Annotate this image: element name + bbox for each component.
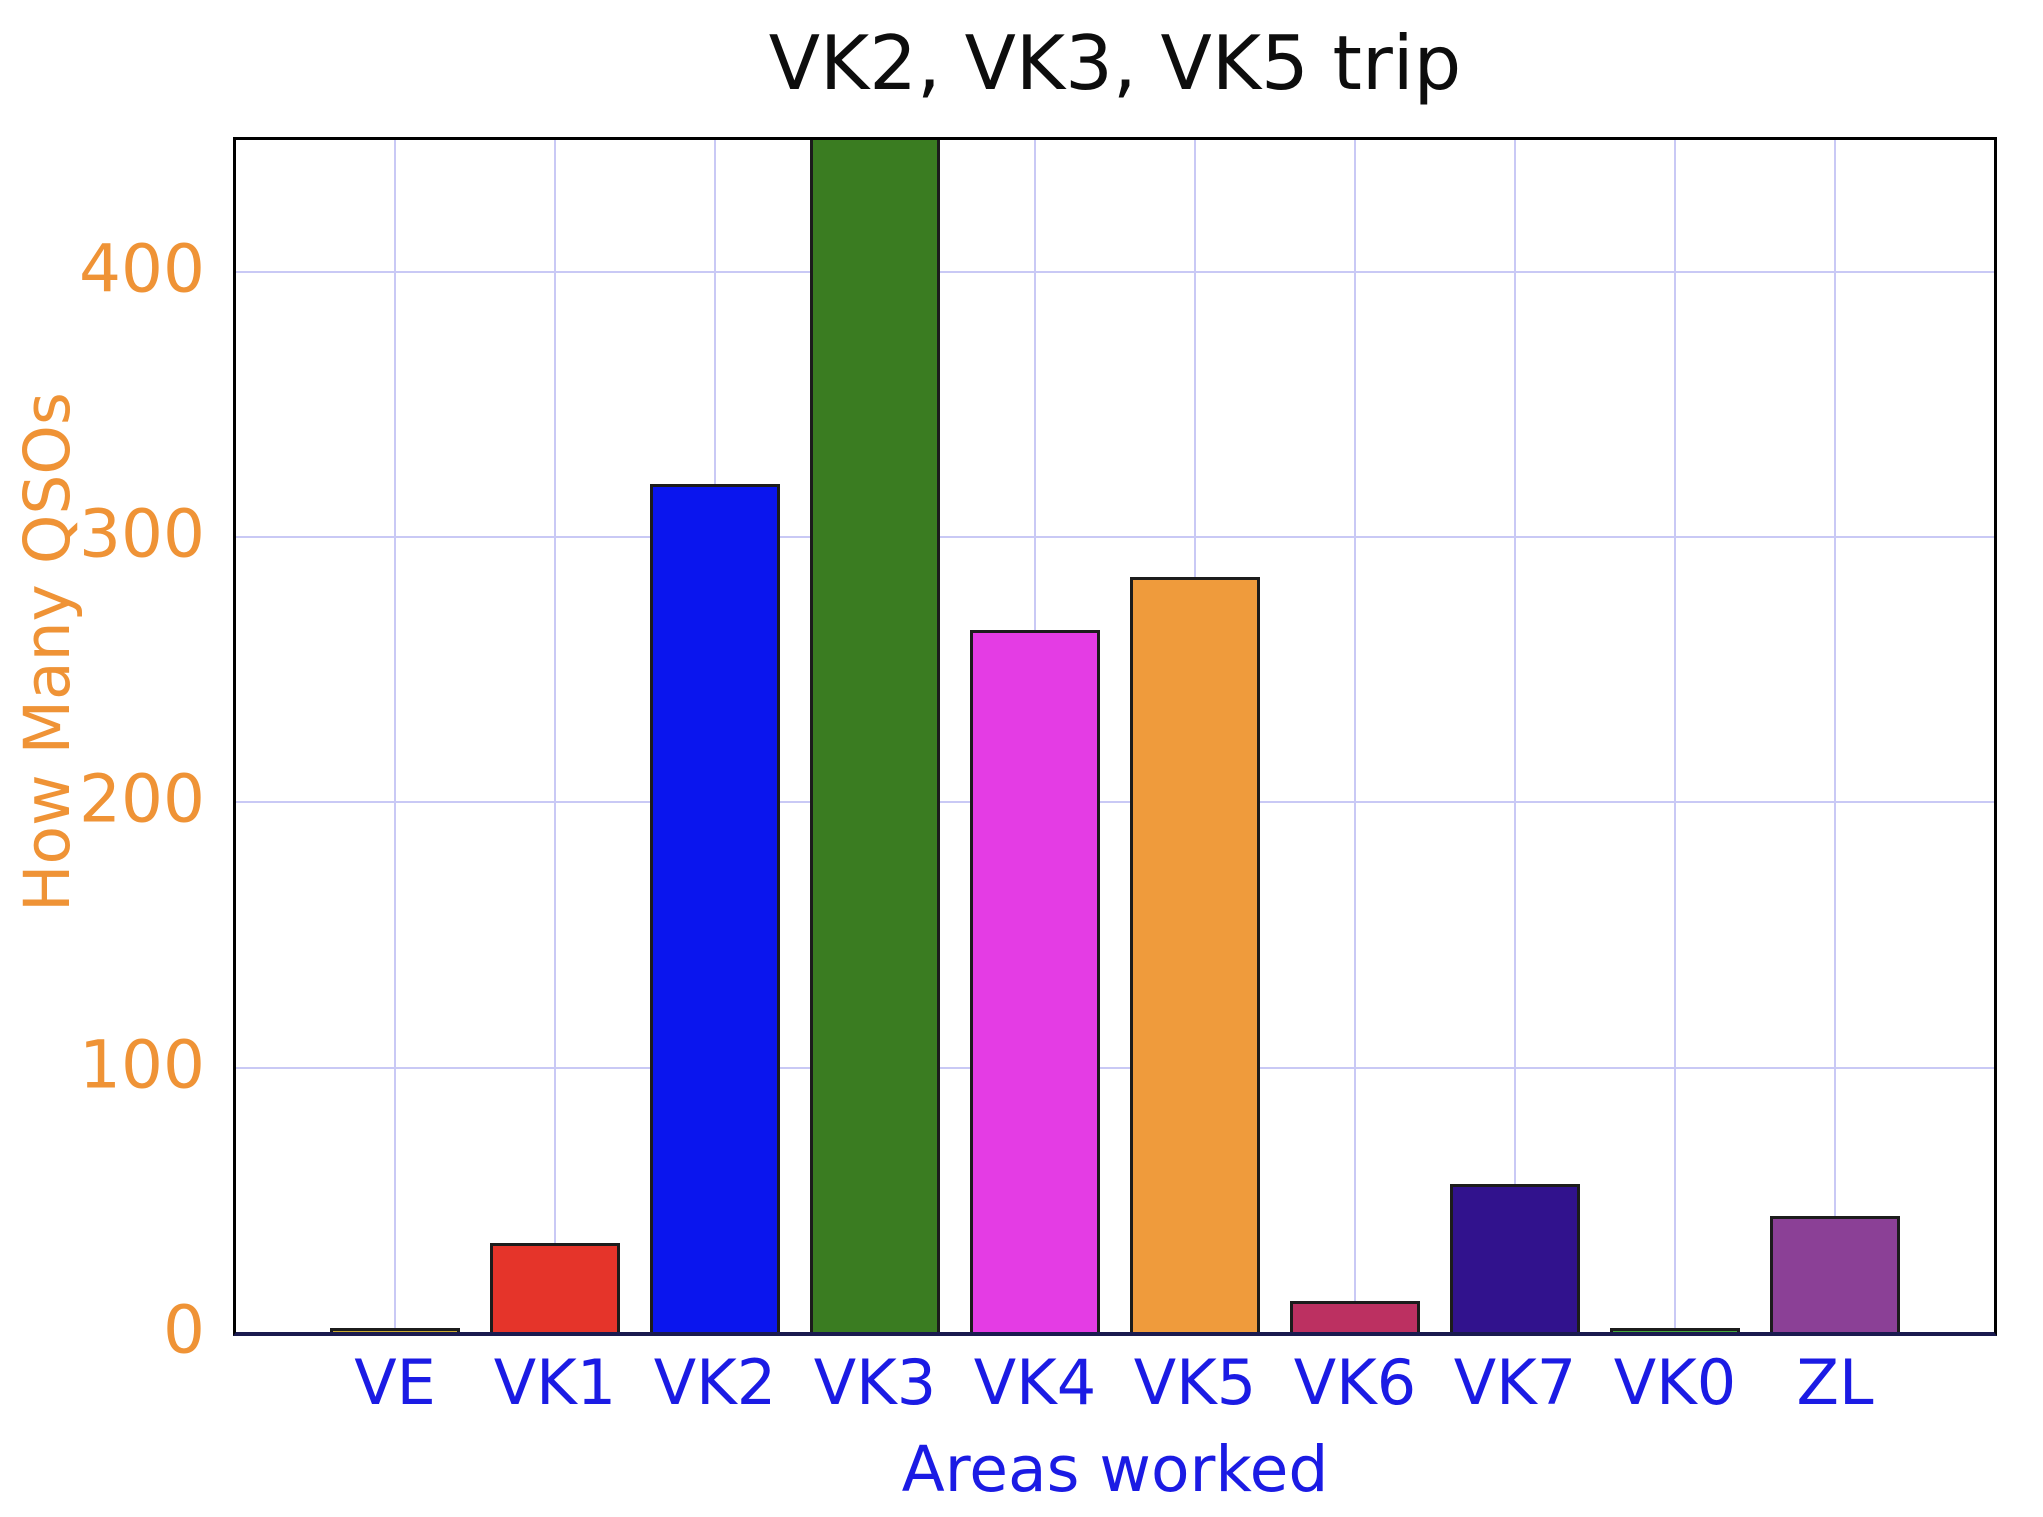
gridline-y-200 [235,801,1995,804]
chart-title: VK2, VK3, VK5 trip [768,19,1462,107]
gridline-x-VK7 [1514,139,1516,1333]
x-tick-VK3: VK3 [813,1346,937,1419]
y-tick-0: 0 [163,1291,205,1369]
x-tick-VK1: VK1 [493,1346,617,1419]
x-tick-VK4: VK4 [973,1346,1097,1419]
gridline-y-300 [235,536,1995,538]
bar-VK0 [1610,1328,1740,1333]
y-tick-200: 200 [79,760,205,838]
y-axis-label: How Many QSOs [11,392,84,912]
x-axis-label: Areas worked [901,1433,1329,1506]
x-tick-VK7: VK7 [1453,1346,1577,1419]
bar-VK6 [1290,1301,1420,1333]
gridline-y-100 [235,1066,1995,1069]
bar-VK3 [810,139,940,1333]
bar-VK2 [650,484,780,1333]
gridline-y-400 [235,270,1995,273]
y-tick-400: 400 [79,230,205,308]
x-tick-ZL: ZL [1796,1346,1874,1419]
bar-VK7 [1450,1184,1580,1333]
gridline-x-ZL [1834,139,1836,1333]
bar-VK1 [490,1243,620,1333]
gridline-x-VK1 [554,139,556,1333]
x-tick-VK2: VK2 [653,1346,777,1419]
axes-frame [233,137,1997,1336]
bar-ZL [1770,1216,1900,1333]
plot-area [233,137,1997,1336]
x-tick-VE: VE [354,1346,436,1419]
x-tick-VK6: VK6 [1293,1346,1417,1419]
x-tick-VK0: VK0 [1613,1346,1737,1419]
gridline-x-VK0 [1674,139,1676,1333]
y-tick-100: 100 [79,1026,205,1104]
x-tick-VK5: VK5 [1133,1346,1257,1419]
bar-VK5 [1130,577,1260,1333]
bar-VE [330,1328,460,1333]
gridline-x-VK6 [1354,139,1356,1333]
bar-VK4 [970,630,1100,1333]
y-tick-300: 300 [79,495,205,573]
gridline-x-VE [394,139,396,1333]
